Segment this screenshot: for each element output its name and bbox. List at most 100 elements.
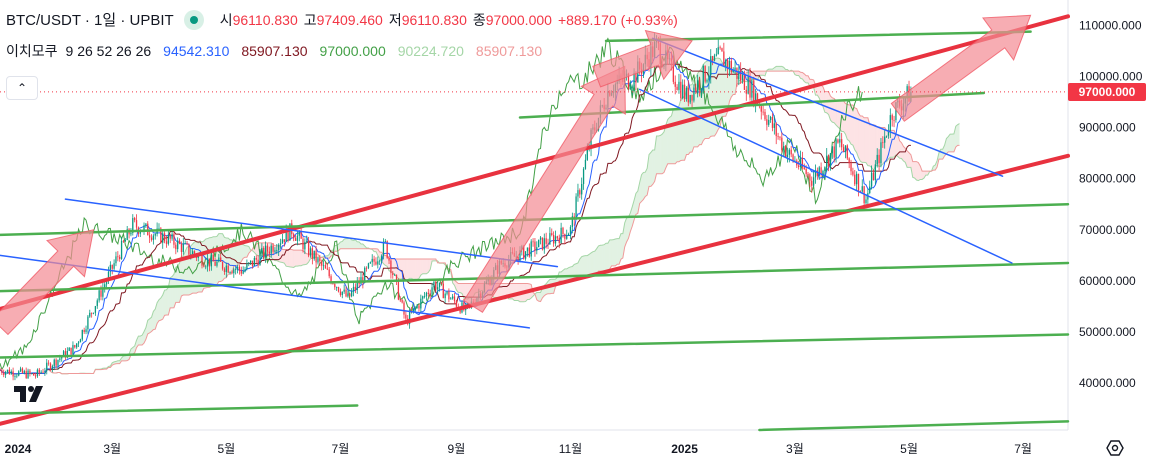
candle-body (139, 231, 141, 234)
candle-body (455, 301, 458, 307)
cloud-segment (720, 58, 722, 127)
candle-body (869, 186, 871, 194)
candle-body (180, 243, 183, 252)
candle-body (38, 369, 40, 373)
candle-body (309, 248, 312, 256)
candle-body (77, 342, 80, 344)
cloud-segment (952, 133, 954, 152)
candle-body (208, 258, 211, 267)
price-tick-label: 90000.000 (1079, 121, 1136, 135)
candle-body (751, 80, 753, 98)
cloud-segment (763, 71, 765, 76)
cloud-segment (944, 138, 947, 156)
candle-body (336, 287, 338, 288)
candle-body (820, 167, 822, 175)
cloud-segment (536, 292, 539, 302)
candle-body (743, 74, 746, 90)
candle-body (304, 241, 306, 250)
candle-body (790, 149, 792, 155)
candle-body (803, 167, 805, 170)
cloud-segment (409, 258, 412, 279)
gear-icon (1106, 440, 1124, 456)
cloud-segment (136, 336, 139, 348)
cloud-segment (245, 245, 247, 258)
cloud-segment (596, 245, 599, 274)
candle-body (104, 284, 106, 288)
cloud-segment (925, 171, 928, 176)
candles[interactable] (0, 32, 912, 381)
candle-body (717, 47, 719, 55)
cloud-segment (895, 134, 898, 157)
candle-body (186, 243, 188, 244)
candle-body (844, 145, 847, 152)
candle-body (94, 306, 97, 313)
candle-body (536, 247, 538, 251)
cloud-segment (592, 251, 595, 275)
candle-body (61, 356, 63, 359)
cloud-segment (806, 75, 809, 83)
candle-body (627, 73, 630, 89)
cloud-segment (422, 258, 425, 274)
candle-body (674, 81, 676, 87)
cloud-segment (613, 239, 616, 266)
candle-body (711, 56, 714, 61)
cloud-segment (153, 309, 156, 330)
candle-body (306, 241, 308, 242)
candle-body (235, 269, 237, 270)
candle-body (764, 111, 766, 120)
candle-body (92, 312, 95, 314)
candle-body (322, 265, 325, 267)
candle-body (538, 239, 540, 248)
cloud-segment (667, 117, 670, 164)
candle-body (738, 71, 740, 79)
candle-body (730, 60, 732, 73)
cloud-segment (123, 355, 126, 361)
candle-body (848, 158, 850, 164)
cloud-segment (865, 117, 868, 166)
candle-body (756, 93, 759, 105)
candle-body (453, 296, 456, 302)
candle-body (412, 308, 415, 312)
cloud-segment (873, 124, 876, 171)
cloud-segment (626, 217, 629, 242)
cloud-segment (417, 258, 419, 280)
candle-body (779, 136, 781, 138)
chart-settings-button[interactable] (1100, 434, 1130, 462)
collapse-legend-button[interactable]: ⌃ (6, 76, 38, 100)
candle-body (418, 305, 420, 309)
cloud-segment (916, 161, 919, 181)
cloud-segment (680, 97, 683, 161)
indicator-name[interactable]: 이치모쿠 (6, 43, 58, 59)
arrow-annotations[interactable] (0, 14, 1032, 336)
cloud-segment (675, 108, 678, 164)
candle-body (672, 61, 674, 82)
cloud-segment (677, 105, 679, 162)
candle-body (46, 362, 48, 371)
candle-body (294, 238, 297, 241)
cloud-segment (731, 69, 734, 97)
candle-body (21, 368, 24, 374)
candle-body (444, 293, 446, 299)
cloud-segment (155, 302, 158, 330)
candle-body (528, 247, 530, 257)
candle-body (534, 241, 536, 251)
cloud-segment (854, 107, 857, 153)
indicator-legend[interactable]: 이치모쿠 9 26 52 26 26 94542.310 85907.130 9… (6, 41, 554, 61)
cloud-segment (308, 253, 311, 263)
candle-body (726, 60, 729, 70)
candle-body (1, 370, 3, 374)
candle-body (251, 260, 254, 266)
tradingview-logo-icon[interactable] (12, 382, 46, 406)
candle-body (367, 263, 370, 268)
candle-body (433, 281, 435, 288)
cloud-segment (512, 283, 515, 301)
candle-body (827, 155, 830, 167)
symbol-title[interactable]: BTC/USDT · 1일 · UPBIT (6, 12, 174, 29)
candle-body (150, 237, 153, 240)
cloud-segment (798, 71, 801, 79)
candle-body (687, 87, 689, 103)
candle-body (18, 371, 20, 376)
candle-body (120, 240, 123, 259)
cloud-segment (183, 251, 186, 296)
